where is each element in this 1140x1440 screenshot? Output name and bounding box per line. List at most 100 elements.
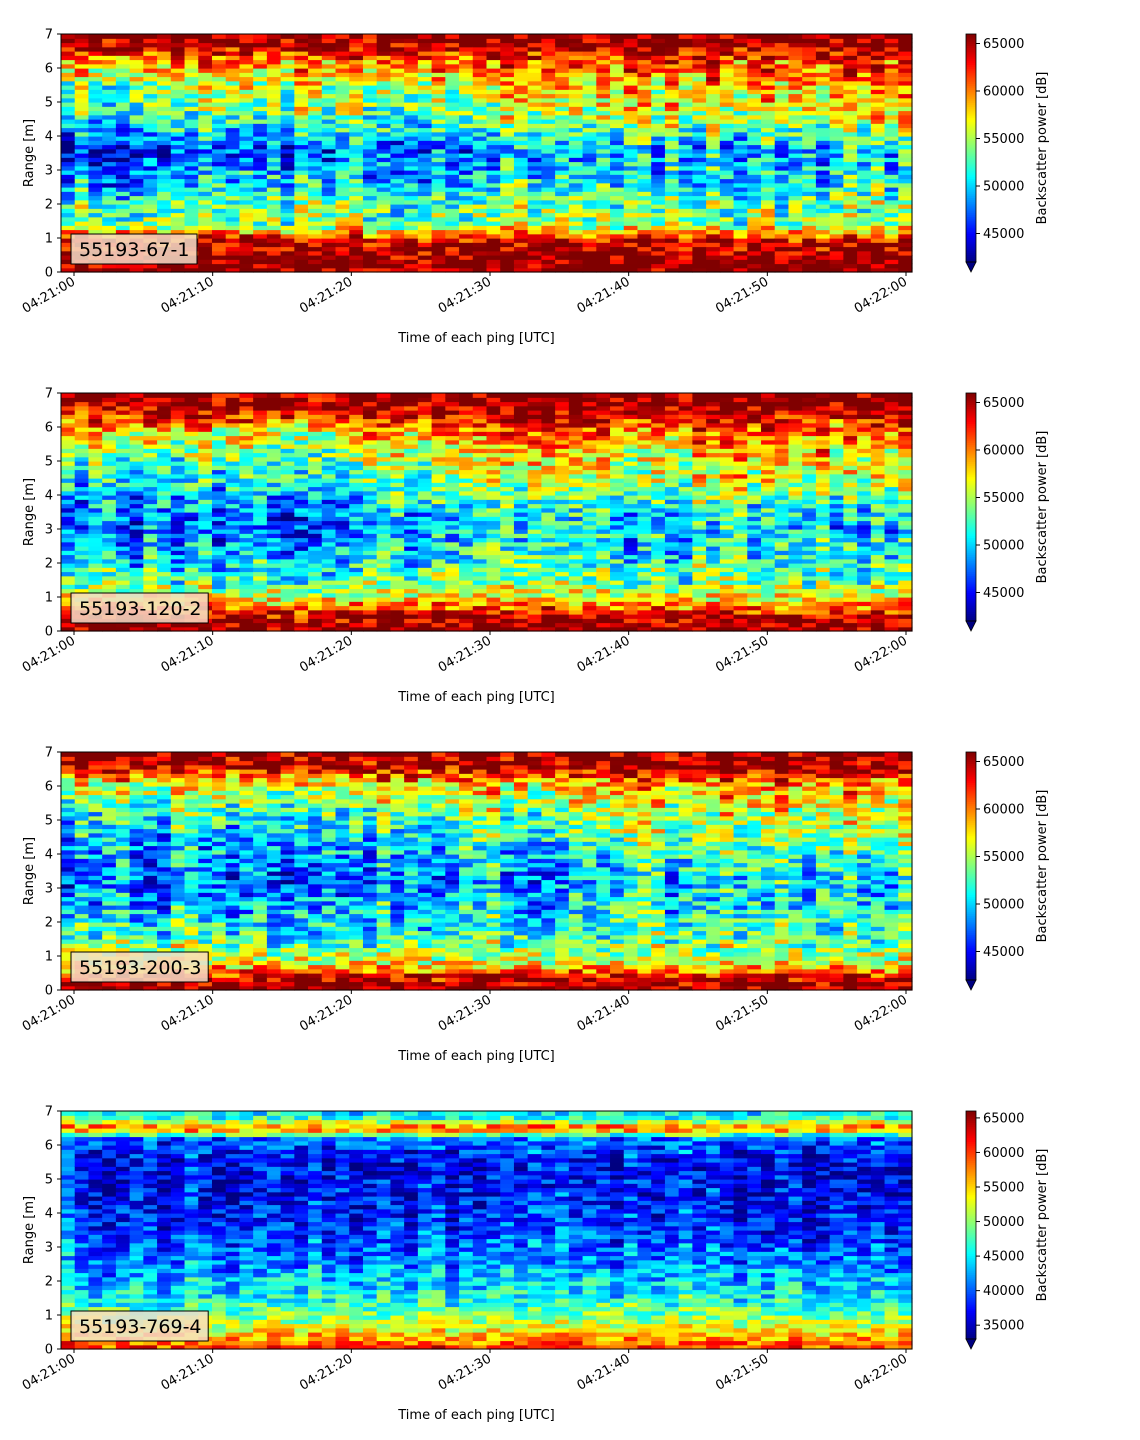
heatmap-cell (171, 64, 185, 69)
heatmap-cell (432, 115, 446, 120)
heatmap-cell (377, 187, 391, 192)
heatmap-cell (171, 115, 185, 120)
heatmap-cell (349, 572, 363, 577)
heatmap-cell (363, 406, 377, 411)
heatmap-cell (802, 153, 816, 158)
heatmap-cell (322, 64, 336, 69)
heatmap-cell (637, 187, 651, 192)
heatmap-cell (473, 38, 487, 43)
heatmap-cell (843, 51, 857, 56)
heatmap-cell (239, 145, 253, 150)
heatmap-cell (651, 264, 665, 269)
heatmap-cell (130, 410, 144, 415)
heatmap-cell (198, 487, 212, 492)
heatmap-cell (185, 170, 199, 175)
heatmap-cell (637, 225, 651, 230)
heatmap-cell (404, 51, 418, 56)
heatmap-cell (487, 111, 501, 116)
heatmap-cell (637, 72, 651, 77)
heatmap-cell (185, 457, 199, 462)
heatmap-cell (349, 230, 363, 235)
heatmap-cell (143, 533, 157, 538)
heatmap-cell (336, 157, 350, 162)
heatmap-cell (637, 43, 651, 48)
heatmap-cell (349, 72, 363, 77)
heatmap-cell (432, 128, 446, 133)
heatmap-cell (706, 132, 720, 137)
heatmap-cell (349, 85, 363, 90)
heatmap-cell (445, 174, 459, 179)
heatmap-cell (761, 259, 775, 264)
heatmap-cell (102, 482, 116, 487)
heatmap-cell (734, 247, 748, 252)
heatmap-cell (322, 618, 336, 623)
heatmap-cell (596, 64, 610, 69)
heatmap-cell (418, 208, 432, 213)
heatmap-cell (75, 457, 89, 462)
heatmap-cell (871, 217, 885, 222)
heatmap-cell (239, 406, 253, 411)
heatmap-cell (404, 81, 418, 86)
heatmap-cell (171, 508, 185, 513)
heatmap-cell (349, 521, 363, 526)
heatmap-cell (747, 247, 761, 252)
heatmap-cell (445, 208, 459, 213)
heatmap-cell (281, 491, 295, 496)
heatmap-cell (253, 499, 267, 504)
heatmap-cell (720, 204, 734, 209)
heatmap-cell (267, 555, 281, 560)
heatmap-cell (679, 72, 693, 77)
heatmap-cell (253, 606, 267, 611)
heatmap-cell (637, 183, 651, 188)
heatmap-cell (514, 128, 528, 133)
heatmap-cell (253, 64, 267, 69)
heatmap-cell (281, 81, 295, 86)
heatmap-cell (212, 140, 226, 145)
heatmap-cell (239, 453, 253, 458)
heatmap-cell (775, 187, 789, 192)
heatmap-cell (569, 191, 583, 196)
heatmap-cell (624, 247, 638, 252)
heatmap-cell (88, 153, 102, 158)
heatmap-cell (363, 589, 377, 594)
heatmap-cell (541, 132, 555, 137)
heatmap-cell (102, 102, 116, 107)
heatmap-cell (102, 470, 116, 475)
heatmap-cell (349, 525, 363, 530)
heatmap-cell (281, 72, 295, 77)
heatmap-cell (445, 170, 459, 175)
heatmap-cell (239, 38, 253, 43)
heatmap-cell (281, 546, 295, 551)
heatmap-cell (363, 597, 377, 602)
heatmap-cell (651, 170, 665, 175)
heatmap-cell (130, 542, 144, 547)
heatmap-cell (308, 259, 322, 264)
heatmap-cell (198, 153, 212, 158)
heatmap-cell (267, 538, 281, 543)
heatmap-cell (130, 393, 144, 398)
heatmap-cell (322, 106, 336, 111)
heatmap-cell (665, 162, 679, 167)
heatmap-cell (171, 470, 185, 475)
heatmap-cell (185, 43, 199, 48)
heatmap-cell (706, 60, 720, 65)
heatmap-cell (75, 423, 89, 428)
heatmap-cell (459, 128, 473, 133)
heatmap-cell (788, 221, 802, 226)
heatmap-cell (267, 230, 281, 235)
heatmap-cell (720, 264, 734, 269)
heatmap-cell (555, 145, 569, 150)
heatmap-cell (198, 255, 212, 260)
heatmap-cell (500, 102, 514, 107)
heatmap-cell (445, 132, 459, 137)
heatmap-cell (171, 402, 185, 407)
heatmap-cell (898, 102, 912, 107)
heatmap-cell (871, 225, 885, 230)
heatmap-cell (418, 72, 432, 77)
heatmap-cell (665, 217, 679, 222)
heatmap-cell (363, 550, 377, 555)
heatmap-cell (665, 234, 679, 239)
heatmap-cell (637, 230, 651, 235)
heatmap-cell (583, 251, 597, 256)
heatmap-cell (706, 259, 720, 264)
